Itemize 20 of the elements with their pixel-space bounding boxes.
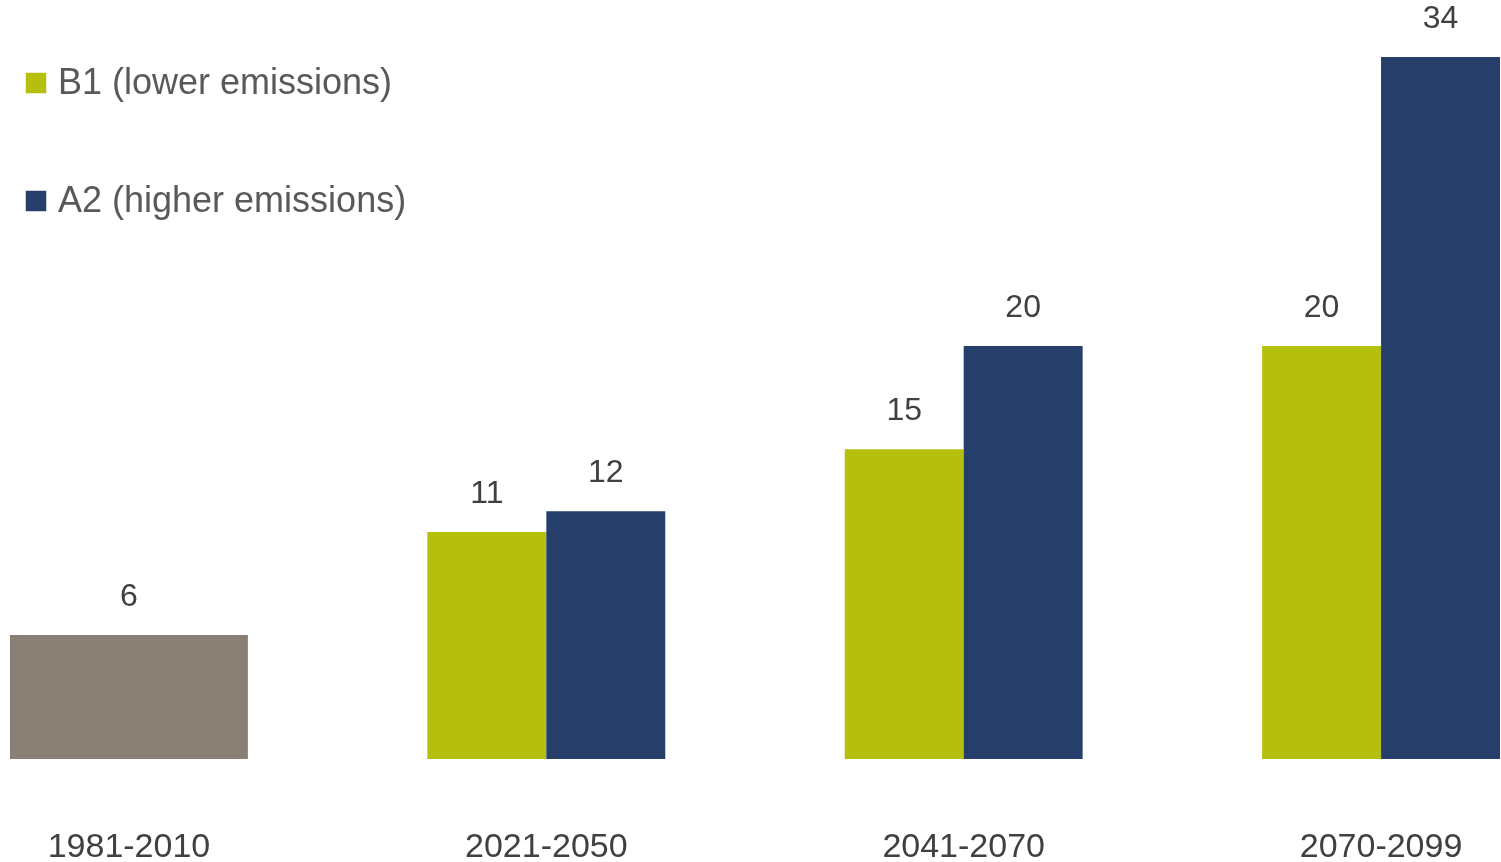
data-label: 20 — [1005, 288, 1041, 325]
bar — [1381, 57, 1500, 759]
legend-label: A2 (higher emissions) — [58, 179, 407, 220]
data-label: 6 — [120, 577, 138, 614]
data-label: 15 — [886, 391, 923, 428]
bar — [10, 635, 248, 759]
x-tick-label: 2070-2099 — [1299, 825, 1463, 862]
x-tick-label: 2021-2050 — [465, 825, 628, 862]
bar — [963, 346, 1083, 759]
x-tick-label: 1981-2010 — [47, 825, 211, 862]
data-label: 20 — [1303, 288, 1340, 325]
data-label: 11 — [470, 473, 504, 510]
bar — [427, 531, 547, 759]
data-label: 34 — [1422, 0, 1459, 35]
data-label: 12 — [587, 453, 624, 490]
x-tick-label: 2041-2070 — [882, 825, 1045, 862]
bar — [844, 449, 964, 759]
legend-label: B1 (lower emissions) — [58, 61, 393, 102]
bar — [1262, 346, 1382, 759]
bar — [546, 511, 666, 759]
